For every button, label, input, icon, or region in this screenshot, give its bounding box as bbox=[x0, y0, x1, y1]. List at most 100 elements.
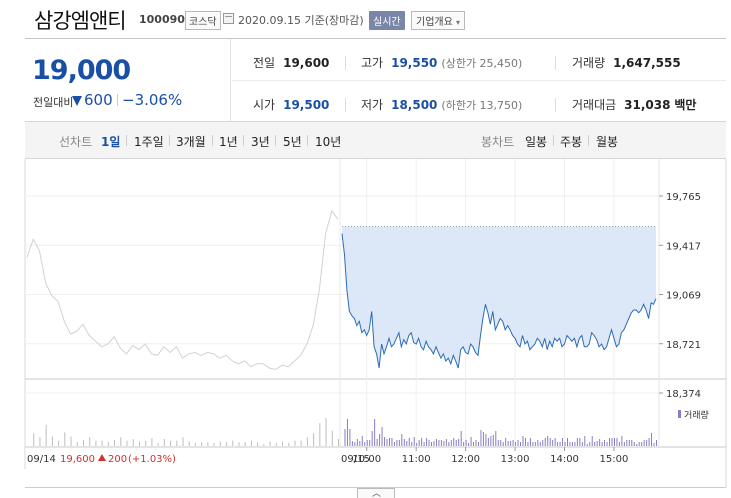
today-volume-bar bbox=[470, 437, 472, 446]
y-tick-label: 19,417 bbox=[666, 241, 701, 252]
today-volume-bar bbox=[544, 438, 546, 446]
expand-handle[interactable]: ︿ bbox=[357, 488, 395, 498]
prev-day-volume-bar bbox=[282, 441, 284, 446]
stock-header: 삼강엠앤티 100090 코스닥 2020.09.15 기준(장마감) 실시간 … bbox=[0, 0, 731, 38]
today-volume-bar bbox=[616, 438, 618, 446]
prev-day-change: 200 bbox=[108, 454, 127, 465]
prev-day-volume-bar bbox=[275, 443, 277, 446]
today-volume-bar bbox=[374, 419, 376, 446]
today-area bbox=[342, 226, 656, 369]
today-volume-bar bbox=[609, 438, 611, 446]
today-volume-bar bbox=[584, 436, 586, 446]
prev-day-volume-bar bbox=[33, 433, 35, 446]
realtime-button[interactable]: 실시간 bbox=[369, 11, 405, 30]
separator bbox=[555, 56, 556, 70]
today-volume-bar bbox=[393, 442, 395, 446]
today-volume-bar bbox=[656, 440, 657, 446]
today-volume-bar bbox=[349, 429, 351, 446]
today-volume-bar bbox=[448, 442, 450, 446]
today-volume-bar bbox=[490, 436, 492, 446]
today-volume-bar bbox=[477, 442, 479, 446]
prev-day-volume-bar bbox=[95, 440, 97, 446]
open-value: 19,500 bbox=[283, 98, 330, 112]
x-tick-label: 13:00 bbox=[501, 454, 530, 465]
tab-weekly-candle[interactable]: 주봉 bbox=[560, 135, 583, 149]
period-tabs: 선차트 1일 1주일 3개월 1년 3년 5년 10년 봉차트 일봉 주봉 월봉 bbox=[25, 122, 726, 159]
today-volume-bar bbox=[435, 439, 437, 446]
separator bbox=[345, 56, 346, 70]
prev-close: 전일 19,600 bbox=[253, 54, 329, 71]
today-volume-bar bbox=[497, 440, 499, 446]
today-volume-bar bbox=[618, 442, 620, 446]
today-volume-bar bbox=[408, 438, 410, 446]
volume-bars bbox=[33, 418, 657, 446]
separator bbox=[169, 135, 170, 146]
today-volume-bar bbox=[492, 435, 494, 446]
prev-day-volume-bar bbox=[58, 440, 60, 446]
today-volume-bar bbox=[569, 442, 571, 446]
tab-3y[interactable]: 3년 bbox=[251, 135, 270, 149]
today-volume-bar bbox=[458, 439, 460, 446]
tab-3m[interactable]: 3개월 bbox=[176, 135, 206, 149]
tab-1w[interactable]: 1주일 bbox=[134, 135, 164, 149]
volume-value: 1,647,555 bbox=[613, 56, 681, 70]
tab-1y[interactable]: 1년 bbox=[219, 135, 238, 149]
today-volume-bar bbox=[554, 438, 556, 446]
x-tick-label: 10:00 bbox=[352, 454, 381, 465]
tab-10y[interactable]: 10년 bbox=[315, 135, 342, 149]
prev-day-line bbox=[26, 209, 339, 371]
today-volume-bar bbox=[520, 442, 522, 446]
prev-day-volume-bar bbox=[194, 443, 196, 446]
today-volume-bar bbox=[601, 442, 603, 446]
today-volume-bar bbox=[391, 438, 393, 446]
prev-day-volume-bar bbox=[263, 444, 265, 446]
diff-rate: −3.06% bbox=[122, 91, 183, 109]
tab-5y[interactable]: 5년 bbox=[283, 135, 302, 149]
today-volume-bar bbox=[487, 438, 489, 446]
prev-day-volume-bar bbox=[138, 441, 140, 446]
amount-unit: 백만 bbox=[674, 98, 697, 112]
today-volume-bar bbox=[596, 441, 598, 446]
tab-daily-candle[interactable]: 일봉 bbox=[525, 135, 548, 149]
today-volume-bar bbox=[465, 440, 467, 446]
prev-day-volume-bar bbox=[325, 418, 327, 446]
prev-day-volume-bar bbox=[257, 442, 259, 446]
prev-day-volume-bar bbox=[207, 442, 209, 446]
corp-info-dropdown[interactable]: 기업개요 ▾ bbox=[411, 11, 466, 30]
today-volume-bar bbox=[529, 438, 531, 446]
today-volume-bar bbox=[599, 439, 601, 446]
prev-day-volume-bar bbox=[288, 443, 290, 446]
y-axis-ticks: 19,765 19,417 19,069 18,721 18,374 bbox=[659, 192, 701, 400]
high-label: 고가 bbox=[361, 56, 384, 70]
today-volume-bar bbox=[611, 438, 613, 446]
tab-1d[interactable]: 1일 bbox=[101, 135, 121, 149]
today-volume-bar bbox=[453, 438, 455, 446]
today-volume-bar bbox=[557, 442, 559, 446]
volume-legend-swatch bbox=[678, 410, 681, 418]
tab-monthly-candle[interactable]: 월봉 bbox=[596, 135, 619, 149]
open-price: 시가 19,500 bbox=[253, 96, 329, 113]
today-volume-bar bbox=[606, 442, 608, 446]
prev-day-volume-bar bbox=[244, 442, 246, 446]
calendar-icon bbox=[223, 13, 234, 24]
today-volume-bar bbox=[413, 437, 415, 446]
today-volume-bar bbox=[406, 441, 408, 446]
high-price: 고가 19,550 (상한가 25,450) bbox=[361, 54, 522, 71]
today-volume-bar bbox=[433, 441, 435, 446]
lower-limit: (하한가 13,750) bbox=[441, 99, 523, 112]
today-volume-bar bbox=[346, 419, 348, 446]
today-volume-bar bbox=[532, 442, 534, 446]
today-volume-bar bbox=[653, 443, 655, 446]
prev-day-volume-bar bbox=[132, 439, 134, 446]
prev-day-summary: 09/14 19,600 200 (+1.03%) bbox=[27, 454, 176, 465]
today-volume-bar bbox=[418, 440, 420, 446]
today-volume-bar bbox=[364, 442, 366, 446]
prev-day-volume-bar bbox=[313, 433, 315, 446]
today-volume-bar bbox=[455, 440, 457, 446]
prev-day-volume-bar bbox=[188, 441, 190, 446]
separator bbox=[126, 135, 127, 146]
intraday-price-chart[interactable]: 19,765 19,417 19,069 18,721 18,374 09/1510:0… bbox=[0, 159, 731, 489]
prev-day-volume-bar bbox=[64, 432, 66, 446]
today-volume-bar bbox=[440, 440, 442, 446]
prev-day-volume-bar bbox=[219, 441, 221, 446]
